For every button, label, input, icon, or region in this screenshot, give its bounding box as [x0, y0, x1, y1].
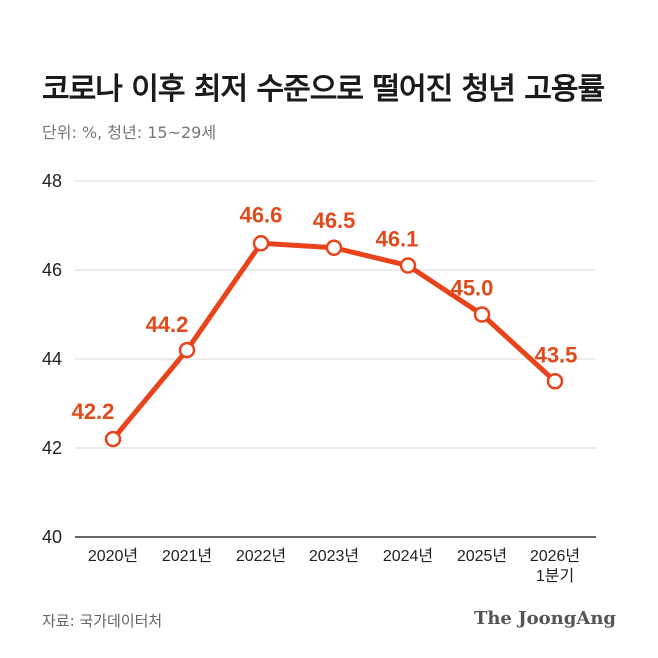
data-label: 46.5	[313, 208, 356, 233]
x-tick-label: 2026년 1분기	[530, 547, 580, 585]
data-point-marker	[252, 235, 270, 252]
chart-subtitle: 단위: %, 청년: 15~29세	[42, 123, 217, 142]
y-tick-label: 46	[42, 260, 62, 280]
gridlines	[75, 180, 596, 538]
data-point-marker	[325, 239, 343, 256]
data-point-marker	[104, 430, 122, 448]
data-label: 46.1	[376, 227, 419, 252]
data-point-marker	[399, 257, 417, 274]
data-label: 46.6	[240, 202, 283, 227]
y-tick-label: 40	[42, 527, 62, 547]
y-axis-ticks: 40 42 44 46 48	[42, 171, 62, 547]
x-axis-ticks: 2020년 2021년 2022년 2023년 2024년 2025년 2026년 1분기	[88, 547, 580, 585]
y-tick-label: 44	[42, 349, 62, 369]
x-tick-label: 2022년	[236, 547, 286, 565]
x-tick-label: 2020년	[88, 547, 138, 565]
source-note: 자료: 국가데이터처	[42, 612, 163, 630]
data-point-marker	[546, 373, 564, 390]
series-line	[110, 240, 558, 442]
x-tick-label: 2024년	[383, 547, 433, 565]
data-label: 43.5	[535, 342, 578, 367]
x-tick-label: 2025년	[457, 547, 507, 565]
chart-title: 코로나 이후 최저 수준으로 떨어진 청년 고용률	[42, 72, 605, 107]
y-tick-label: 48	[42, 171, 62, 191]
x-tick-label: 2023년	[309, 547, 359, 565]
x-tick-label: 2021년	[162, 547, 212, 565]
data-point-marker	[473, 306, 491, 323]
data-label: 44.2	[146, 312, 189, 337]
series-polyline	[110, 240, 558, 442]
data-label: 45.0	[451, 276, 494, 301]
data-point-marker	[178, 341, 196, 359]
data-points	[104, 235, 564, 448]
data-labels: 42.2 44.2 46.6 46.5 46.1 45.0 43.5	[72, 202, 578, 424]
data-label: 42.2	[72, 399, 115, 424]
y-tick-label: 42	[42, 438, 62, 458]
brand-logo: The JoongAng	[473, 608, 616, 629]
